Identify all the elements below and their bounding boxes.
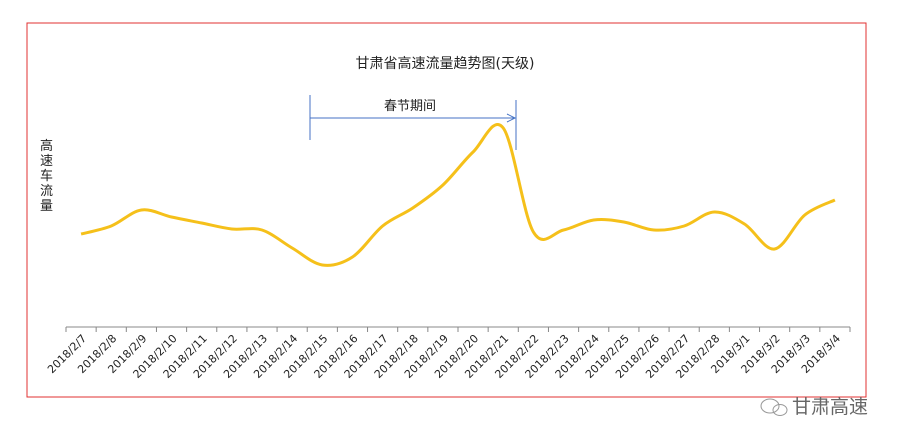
annotation-text: 春节期间 — [384, 99, 436, 114]
annotation — [309, 95, 517, 150]
arrow-head — [506, 113, 517, 123]
chart-title: 甘肃省高速流量趋势图(天级) — [356, 55, 535, 72]
line — [80, 123, 836, 267]
watermark: 甘肃高速 — [792, 396, 868, 418]
watermark-icon — [760, 398, 788, 416]
y-axis-label: 高速车流量 — [40, 138, 53, 214]
frame — [26, 22, 867, 398]
